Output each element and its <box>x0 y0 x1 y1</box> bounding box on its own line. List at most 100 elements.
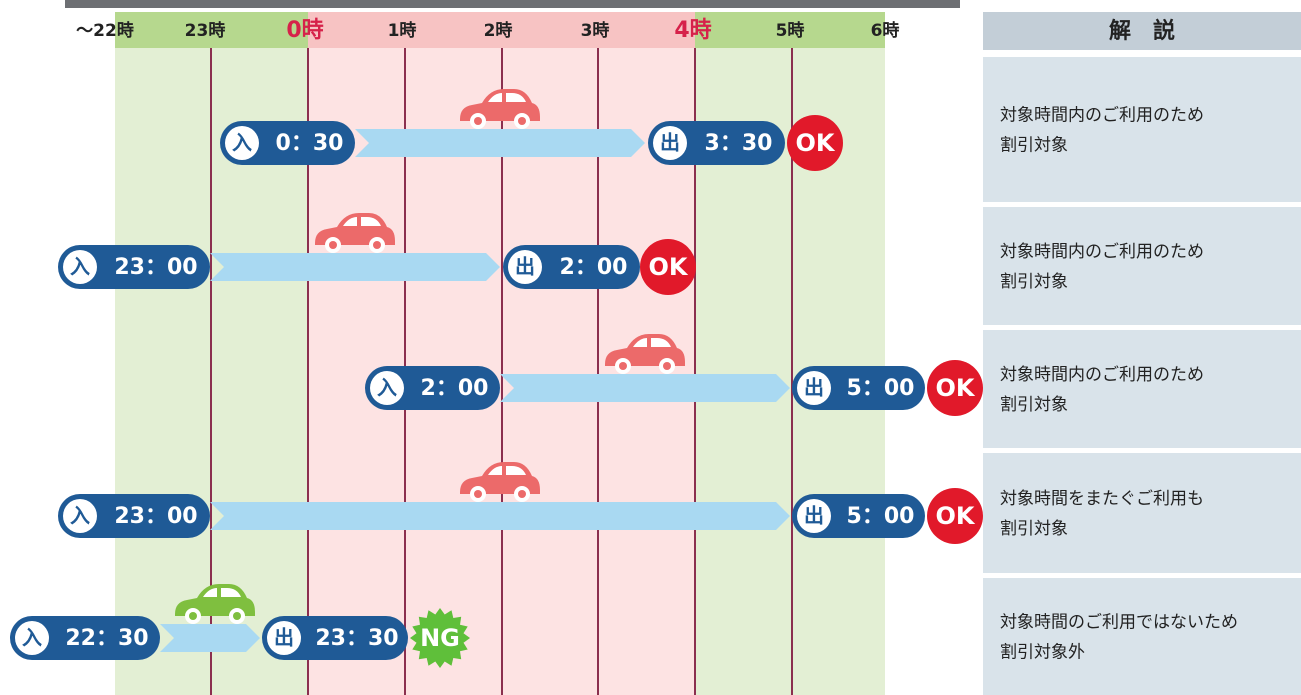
hour-label: 1時 <box>388 20 417 41</box>
car-window <box>633 338 671 347</box>
hour-label: 0時 <box>286 18 323 43</box>
hour-label: 3時 <box>581 20 610 41</box>
pill-icon <box>797 371 831 405</box>
pill-icon <box>225 126 259 160</box>
result-text: OK <box>649 253 689 281</box>
explanation-text: 割引対象 <box>1000 395 1068 415</box>
explanation-text: 割引対象 <box>1000 136 1068 156</box>
car-wheel-hub <box>663 362 671 370</box>
car-wheel-hub <box>233 612 241 620</box>
pill-icon-label: 入 <box>22 626 42 650</box>
car-wheel-hub <box>329 241 337 249</box>
result-badge <box>927 360 983 416</box>
time-pill <box>58 494 210 538</box>
hour-label: ～22時 <box>76 20 134 41</box>
pill-icon-label: 出 <box>804 376 824 400</box>
car-wheel-hub <box>619 362 627 370</box>
pill-icon <box>797 499 831 533</box>
pill-icon-label: 入 <box>70 504 90 528</box>
explanation-text: 割引対象 <box>1000 519 1068 539</box>
explanation-row <box>983 57 1301 202</box>
explanation-text: 対象時間のご利用ではないため <box>1000 613 1238 633</box>
hour-label: 2時 <box>484 20 513 41</box>
car-wheel-hub <box>518 117 526 125</box>
pill-time: 0：30 <box>276 131 344 156</box>
stay-arrow <box>500 374 790 402</box>
stay-arrow <box>160 624 260 652</box>
car-wheel-hub <box>474 490 482 498</box>
pill-icon-label: 出 <box>804 504 824 528</box>
hour-label: 6時 <box>871 20 900 41</box>
car-window <box>488 93 526 102</box>
hour-label: 23時 <box>185 20 226 41</box>
pill-time: 23：30 <box>315 626 398 651</box>
pill-icon-label: 入 <box>377 376 397 400</box>
time-pill <box>262 616 408 660</box>
result-text: OK <box>796 129 836 157</box>
top-bar <box>65 0 960 8</box>
pill-time: 2：00 <box>421 376 489 401</box>
pill-icon <box>63 250 97 284</box>
stay-arrow <box>355 129 645 157</box>
pill-icon-label: 入 <box>70 255 90 279</box>
time-pill <box>10 616 160 660</box>
car-wheel-hub <box>474 117 482 125</box>
car <box>460 462 540 502</box>
car <box>605 334 685 374</box>
time-pill <box>58 245 210 289</box>
result-text: OK <box>936 374 976 402</box>
car <box>175 584 255 624</box>
header-green <box>695 12 885 48</box>
car <box>315 213 395 253</box>
result-badge <box>640 239 696 295</box>
car <box>460 89 540 129</box>
header-green <box>115 12 308 48</box>
explanation-title: 解 説 <box>1109 18 1175 44</box>
pill-icon <box>267 621 301 655</box>
result-text: NG <box>420 624 460 652</box>
explanation-row <box>983 578 1301 695</box>
car-window <box>203 588 241 597</box>
car-window <box>343 217 381 226</box>
explanation-text: 対象時間内のご利用のため <box>1000 365 1204 385</box>
pill-time: 23：00 <box>114 255 197 280</box>
hour-label: 4時 <box>674 18 711 43</box>
explanation-text: 割引対象 <box>1000 272 1068 292</box>
stay-arrow <box>210 502 790 530</box>
explanation-text: 対象時間内のご利用のため <box>1000 106 1204 126</box>
pill-icon-label: 出 <box>515 255 535 279</box>
pill-icon <box>508 250 542 284</box>
result-badge <box>927 488 983 544</box>
pill-icon <box>370 371 404 405</box>
pill-time: 3：30 <box>705 131 773 156</box>
pill-time: 5：00 <box>847 376 915 401</box>
explanation-row <box>983 207 1301 325</box>
explanation-text: 対象時間内のご利用のため <box>1000 242 1204 262</box>
car-wheel-hub <box>189 612 197 620</box>
pill-icon-label: 出 <box>660 131 680 155</box>
result-badge <box>787 115 843 171</box>
pill-icon-label: 入 <box>232 131 252 155</box>
header-pink <box>308 12 695 48</box>
explanation-row <box>983 453 1301 573</box>
result-badge <box>410 608 470 668</box>
pill-icon <box>15 621 49 655</box>
pill-icon <box>653 126 687 160</box>
hour-label: 5時 <box>776 20 805 41</box>
explanation-row <box>983 330 1301 448</box>
pill-time: 2：00 <box>560 255 628 280</box>
explanation-text: 割引対象外 <box>1000 643 1085 663</box>
explanation-text: 対象時間をまたぐご利用も <box>1000 489 1204 509</box>
car-window <box>488 466 526 475</box>
pill-time: 23：00 <box>114 504 197 529</box>
car-wheel-hub <box>518 490 526 498</box>
pill-time: 5：00 <box>847 504 915 529</box>
result-text: OK <box>936 502 976 530</box>
pill-time: 22：30 <box>65 626 148 651</box>
stay-arrow <box>210 253 500 281</box>
pill-icon-label: 出 <box>274 626 294 650</box>
pill-icon <box>63 499 97 533</box>
car-wheel-hub <box>373 241 381 249</box>
explanation-header <box>983 12 1301 50</box>
